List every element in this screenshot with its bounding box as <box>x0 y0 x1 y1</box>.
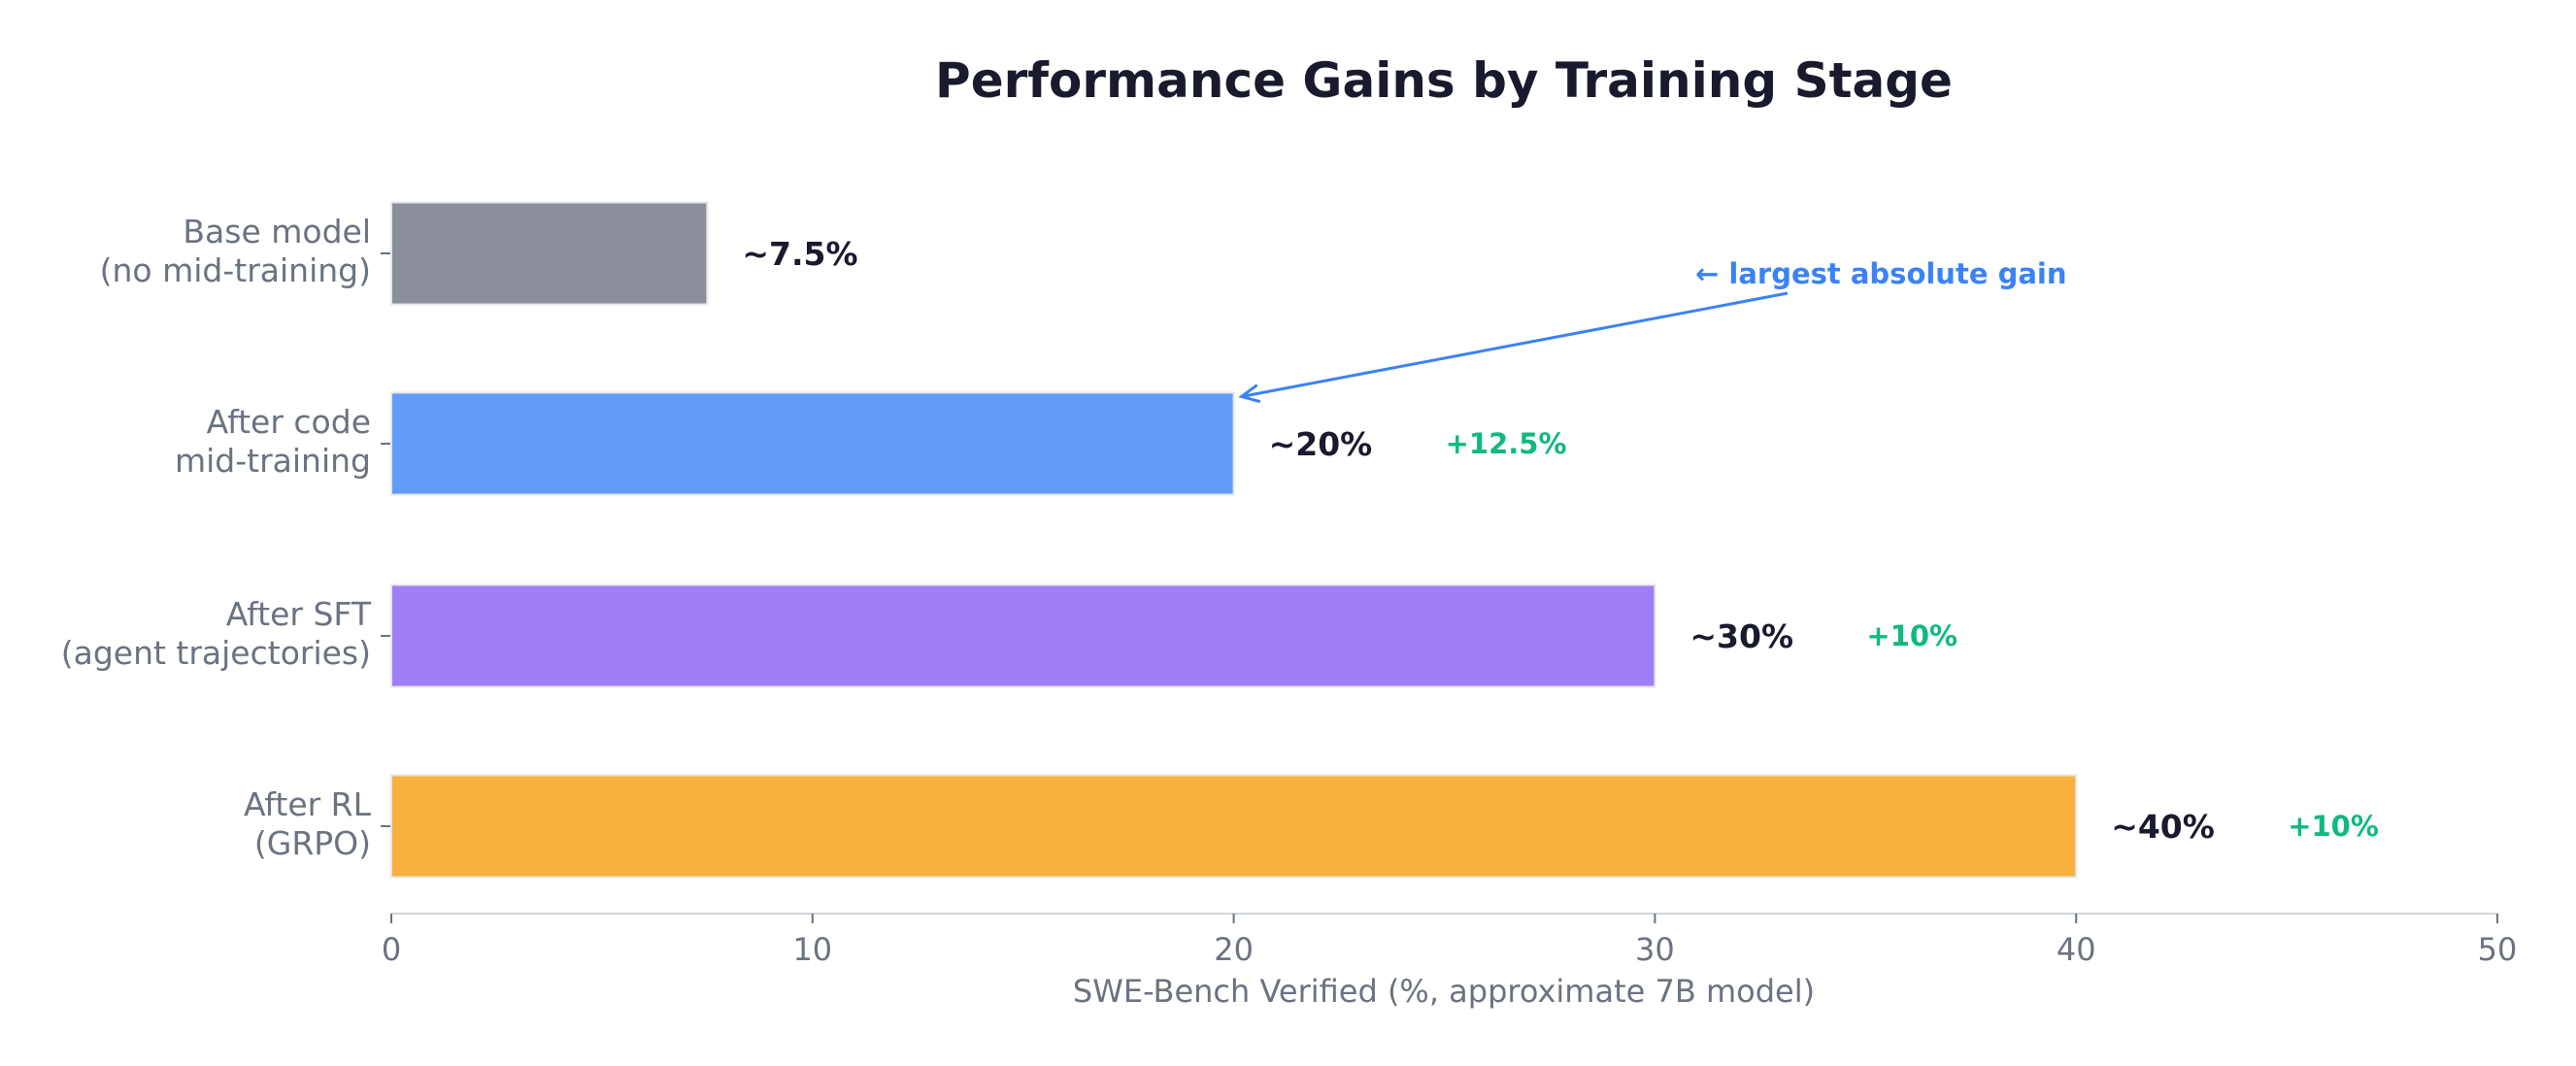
x-axis-label: SWE-Bench Verified (%, approximate 7B mo… <box>1073 973 1815 1010</box>
value-label: ~40% <box>2111 808 2215 846</box>
y-tick-label: (agent trajectories) <box>61 634 371 672</box>
gain-label: +12.5% <box>1446 427 1567 460</box>
x-tick-label: 20 <box>1214 931 1254 968</box>
x-tick-label: 0 <box>382 931 401 968</box>
y-tick-label: Base model <box>183 213 371 250</box>
gain-label: +10% <box>1866 619 1957 652</box>
annotation-text: ← largest absolute gain <box>1695 257 2067 290</box>
value-label: ~20% <box>1269 425 1373 463</box>
x-tick-label: 40 <box>2057 931 2096 968</box>
bar <box>390 583 1656 688</box>
y-tick-label: After code <box>207 403 371 441</box>
x-tick-label: 50 <box>2478 931 2518 968</box>
x-tick-label: 10 <box>792 931 832 968</box>
value-label: ~30% <box>1689 617 1793 655</box>
chart-title: Performance Gains by Training Stage <box>935 52 1953 109</box>
y-tick-label: After SFT <box>226 595 372 633</box>
value-label: ~7.5% <box>742 235 857 273</box>
annotation-arrowhead <box>1238 383 1261 404</box>
y-tick-label: mid-training <box>175 442 371 480</box>
y-tick-label: After RL <box>244 785 372 823</box>
y-tick-label: (no mid-training) <box>100 251 371 289</box>
x-tick-label: 30 <box>1635 931 1675 968</box>
bar <box>390 774 2078 879</box>
y-tick-label: (GRPO) <box>254 824 371 862</box>
bar <box>390 201 709 306</box>
annotation-arrow <box>1241 291 1789 398</box>
bar <box>390 391 1235 496</box>
gain-label: +10% <box>2288 810 2379 843</box>
